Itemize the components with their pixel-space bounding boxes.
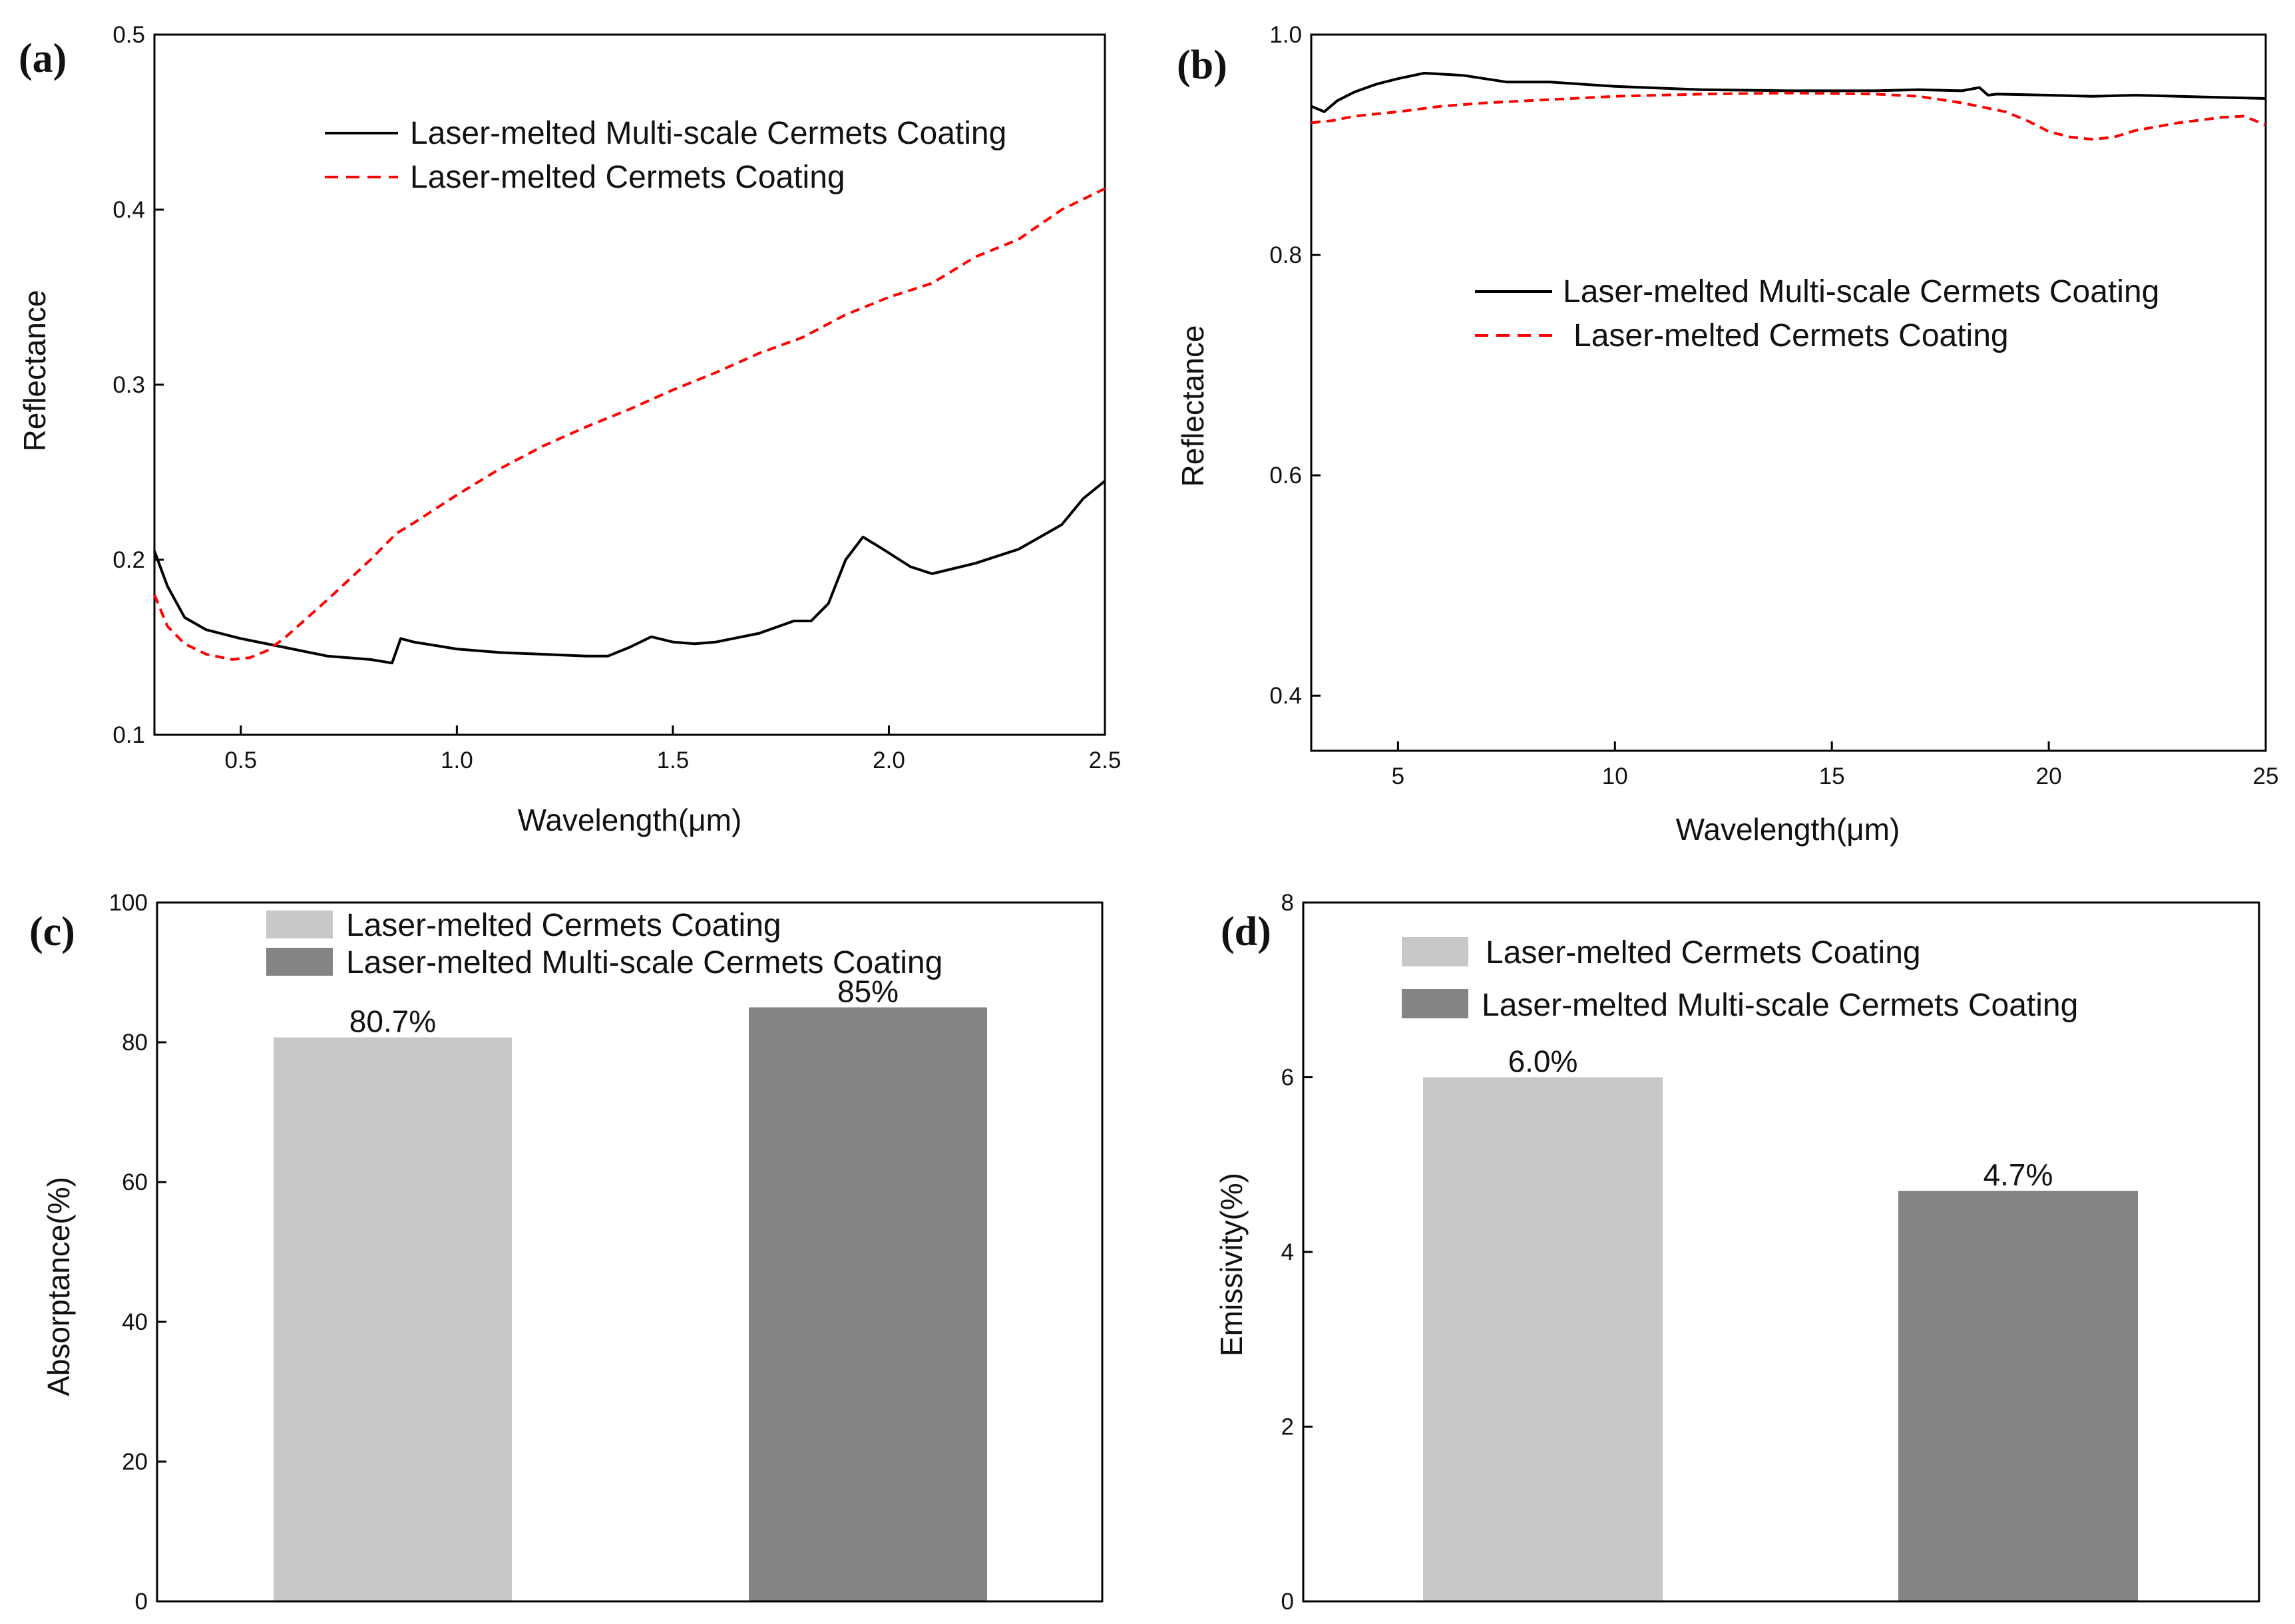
bar-value-label-d-1: 4.7% [1983,1157,2053,1192]
y-tick-label-a-2: 0.3 [112,372,145,398]
plot-area-a: 0.5 1.0 1.5 2.0 2.5 0.1 0.2 0.3 0.4 0.5 [112,22,1121,773]
x-axis-title-a: Wavelength(μm) [518,803,742,837]
bar-c-1 [749,1007,987,1601]
legend-swatch-c-0 [266,911,333,938]
legend-label-a-1: Laser-melted Cermets Coating [410,160,845,195]
bar-d-1 [1898,1191,2138,1601]
legend-d: Laser-melted Cermets Coating Laser-melte… [1402,935,2078,1023]
series-line-a-0 [153,480,1106,665]
y-tick-label-d-3: 6 [1281,1065,1294,1091]
x-tick-label-b-1: 10 [1602,763,1628,789]
legend-label-a-0: Laser-melted Multi-scale Cermets Coating [410,116,1006,151]
legend-b: Laser-melted Multi-scale Cermets Coating… [1475,274,2159,353]
y-axis-title-c: Absorptance(%) [41,1177,76,1396]
bar-d-0 [1423,1077,1663,1601]
panel-label-d: (d) [1221,909,1271,954]
y-tick-label-b-2: 0.8 [1269,242,1302,268]
plot-frame-c [156,901,1104,1603]
legend-swatch-c-1 [266,948,333,976]
x-tick-label-a-1: 1.0 [441,747,473,773]
x-tick-label-b-4: 25 [2253,763,2279,789]
series-line-b-0 [1311,71,2266,113]
x-tick-label-a-4: 2.5 [1089,747,1122,773]
x-tick-label-a-2: 1.5 [657,747,690,773]
legend-label-b-0: Laser-melted Multi-scale Cermets Coating [1563,274,2159,309]
legend-c: Laser-melted Cermets Coating Laser-melte… [266,908,942,980]
y-tick-label-b-0: 0.4 [1269,683,1302,709]
x-tick-label-b-0: 5 [1392,763,1404,789]
legend-label-d-1: Laser-melted Multi-scale Cermets Coating [1482,988,2078,1023]
plot-frame-b [1310,33,2267,752]
y-tick-label-c-1: 20 [122,1449,148,1475]
y-tick-label-c-2: 40 [122,1309,148,1335]
y-tick-label-c-0: 0 [135,1589,148,1615]
chart-b-reflectance-ir: (b) 5 10 15 20 25 0.4 0.6 0.8 1.0 Wavelength(μm)… [1175,22,2278,847]
y-axis-title-d: Emissivity(%) [1214,1173,1249,1356]
y-axis-title-a: Reflectance [17,290,52,452]
y-tick-label-d-2: 4 [1281,1239,1294,1265]
x-tick-label-b-3: 20 [2036,763,2062,789]
y-tick-label-a-4: 0.5 [112,22,145,48]
legend-label-d-0: Laser-melted Cermets Coating [1486,935,1921,970]
bar-value-label-c-0: 80.7% [349,1004,436,1039]
x-tick-label-b-2: 15 [1819,763,1845,789]
series-line-b-1 [1311,91,2266,141]
y-tick-label-c-3: 60 [122,1169,148,1195]
plot-area-d: 6.0% 4.7% 0 2 4 6 8 [1281,890,2260,1615]
legend-label-c-1: Laser-melted Multi-scale Cermets Coating [346,945,942,980]
panel-label-b: (b) [1177,43,1227,88]
legend-swatch-d-1 [1402,989,1468,1018]
y-tick-label-b-1: 0.6 [1269,463,1302,489]
y-tick-label-c-4: 80 [122,1030,148,1056]
plot-area-b: 5 10 15 20 25 0.4 0.6 0.8 1.0 [1269,22,2278,789]
chart-a-reflectance-uv-nir: (a) 0.5 1.0 1.5 2.0 2.5 0.1 0.2 0.3 0.4 0.5 Wavel… [17,22,1121,837]
panel-label-c: (c) [29,909,75,954]
legend-label-c-0: Laser-melted Cermets Coating [346,908,781,943]
y-tick-label-a-1: 0.2 [112,547,145,573]
series-line-a-1 [153,187,1106,661]
legend-a: Laser-melted Multi-scale Cermets Coating… [325,116,1006,195]
bar-c-0 [274,1037,512,1601]
bar-value-label-c-1: 85% [837,974,899,1009]
legend-swatch-d-0 [1402,937,1468,966]
chart-d-emissivity: (d) 6.0% 4.7% 0 2 4 6 8 Emissivity(%) Laser-me… [1214,890,2260,1615]
y-tick-label-d-0: 0 [1281,1589,1294,1615]
y-axis-title-b: Reflectance [1175,325,1210,487]
y-tick-label-a-0: 0.1 [112,722,145,748]
legend-label-b-1: Laser-melted Cermets Coating [1573,318,2009,353]
x-tick-label-a-0: 0.5 [224,747,257,773]
y-tick-label-d-1: 2 [1281,1414,1294,1440]
x-axis-title-b: Wavelength(μm) [1676,812,1900,847]
y-tick-label-b-3: 1.0 [1269,22,1302,48]
y-tick-label-a-3: 0.4 [112,197,145,223]
panel-label-a: (a) [19,36,67,81]
x-tick-label-a-3: 2.0 [873,747,905,773]
bar-value-label-d-0: 6.0% [1508,1044,1578,1079]
y-tick-label-d-4: 8 [1281,890,1294,916]
y-tick-label-c-5: 100 [109,890,148,916]
plot-area-c: 80.7% 85% 0 20 40 60 80 100 [109,890,1104,1615]
